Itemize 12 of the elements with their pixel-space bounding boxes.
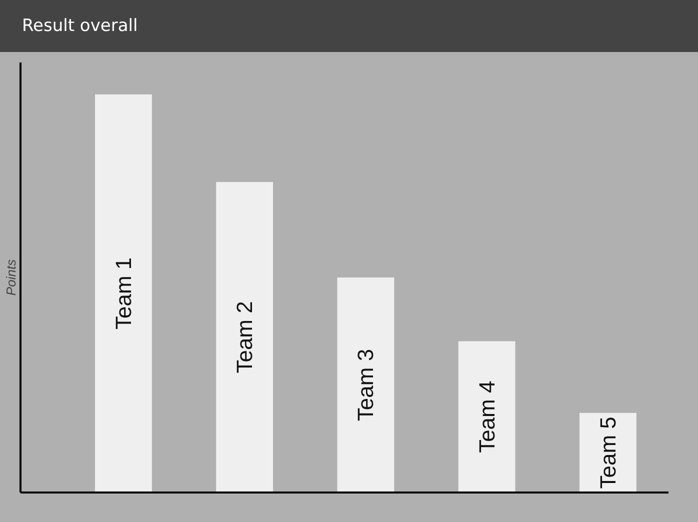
x-tick-label: Team 2 (232, 301, 258, 374)
bar (458, 341, 516, 492)
x-tick-label: Team 1 (110, 257, 136, 330)
x-tick-label: Team 5 (595, 416, 620, 489)
chart-title: Result overall (22, 15, 138, 38)
y-axis-title: Points (4, 258, 18, 296)
bar (579, 412, 636, 492)
bar (216, 182, 274, 492)
bar (337, 278, 394, 492)
bar (94, 94, 152, 492)
x-tick-label: Team 4 (474, 380, 500, 453)
x-tick-label: Team 3 (353, 348, 378, 422)
